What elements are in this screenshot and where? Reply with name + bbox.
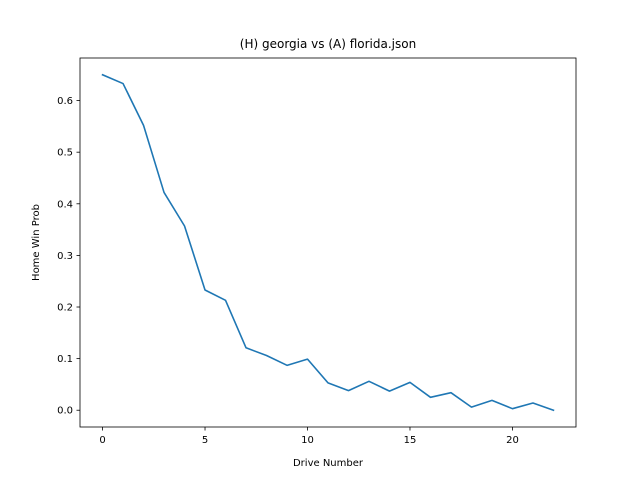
x-tick-label: 0: [99, 435, 105, 446]
y-tick-label: 0.4: [57, 199, 73, 210]
y-tick-label: 0.3: [57, 251, 73, 262]
y-tick-label: 0.5: [57, 148, 73, 159]
x-axis-label: Drive Number: [293, 458, 364, 469]
plot-area: [80, 58, 576, 427]
chart-title: (H) georgia vs (A) florida.json: [240, 37, 416, 51]
x-tick-label: 20: [506, 435, 519, 446]
x-tick-label: 15: [404, 435, 417, 446]
x-tick-label: 5: [202, 435, 208, 446]
x-axis-ticks: 0 5 10 15 20: [99, 427, 519, 446]
y-tick-label: 0.2: [57, 303, 73, 314]
series-layer: [101, 73, 555, 412]
y-axis-ticks: 0.0 0.1 0.2 0.3 0.4 0.5 0.6: [57, 96, 80, 417]
y-tick-label: 0.0: [57, 406, 73, 417]
plot-frame: [79, 57, 577, 428]
x-tick-label: 10: [301, 435, 314, 446]
y-axis-label: Home Win Prob: [31, 204, 42, 281]
y-tick-label: 0.1: [57, 354, 73, 365]
series-line: [101, 73, 555, 412]
y-tick-label: 0.6: [57, 96, 73, 107]
